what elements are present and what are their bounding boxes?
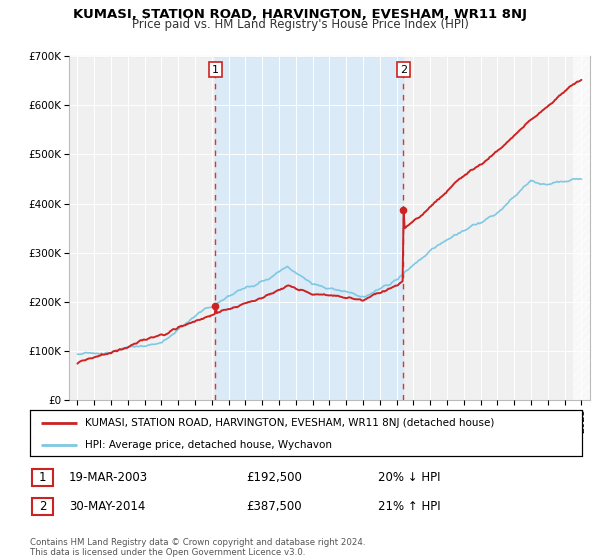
Text: £192,500: £192,500 [246, 470, 302, 484]
Text: HPI: Average price, detached house, Wychavon: HPI: Average price, detached house, Wych… [85, 440, 332, 450]
Text: 21% ↑ HPI: 21% ↑ HPI [378, 500, 440, 513]
Text: 2: 2 [400, 64, 407, 74]
Text: £387,500: £387,500 [246, 500, 302, 513]
Text: KUMASI, STATION ROAD, HARVINGTON, EVESHAM, WR11 8NJ (detached house): KUMASI, STATION ROAD, HARVINGTON, EVESHA… [85, 418, 494, 428]
Bar [215, 56, 403, 400]
Bar [573, 56, 590, 400]
Text: Price paid vs. HM Land Registry's House Price Index (HPI): Price paid vs. HM Land Registry's House … [131, 18, 469, 31]
Text: Contains HM Land Registry data © Crown copyright and database right 2024.
This d: Contains HM Land Registry data © Crown c… [30, 538, 365, 557]
Text: 30-MAY-2014: 30-MAY-2014 [69, 500, 145, 513]
Text: 19-MAR-2003: 19-MAR-2003 [69, 470, 148, 484]
Text: 2: 2 [39, 500, 46, 513]
Text: 20% ↓ HPI: 20% ↓ HPI [378, 470, 440, 484]
Text: 1: 1 [39, 470, 46, 484]
Text: 1: 1 [212, 64, 219, 74]
Text: KUMASI, STATION ROAD, HARVINGTON, EVESHAM, WR11 8NJ: KUMASI, STATION ROAD, HARVINGTON, EVESHA… [73, 8, 527, 21]
